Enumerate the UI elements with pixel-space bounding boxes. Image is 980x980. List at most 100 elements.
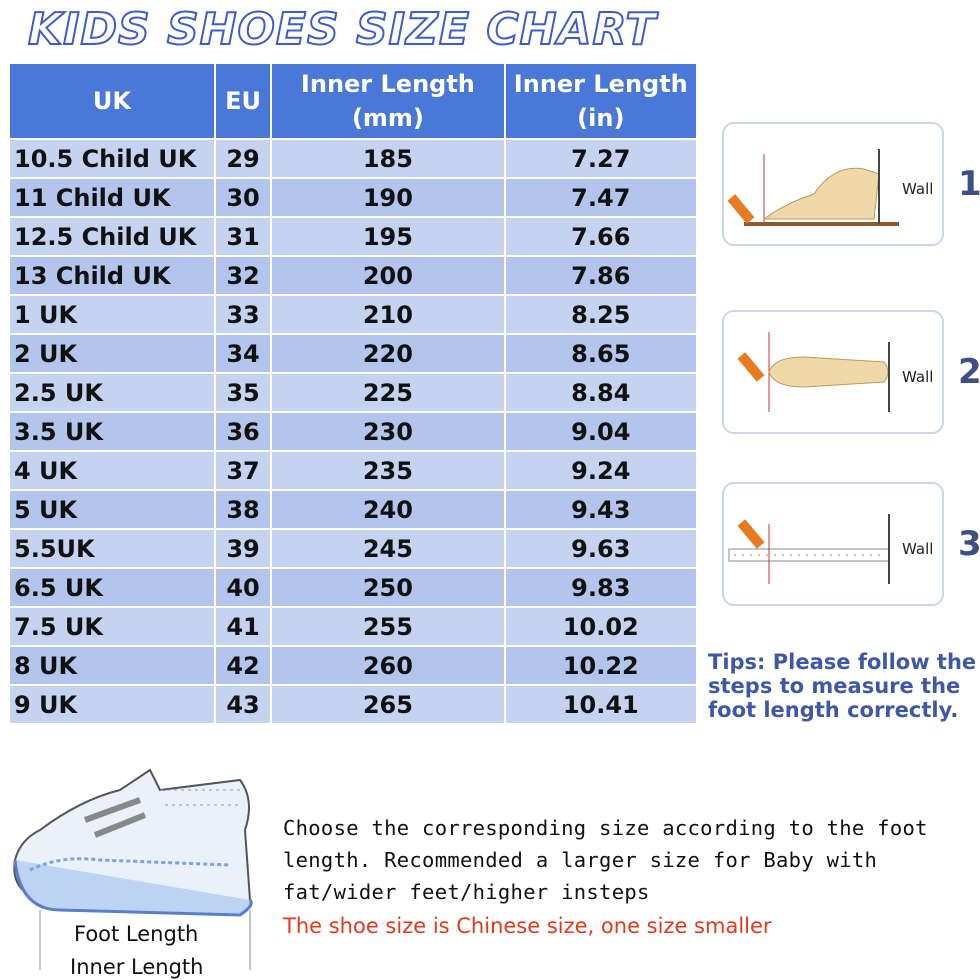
table-row: 2.5 UK 35 225 8.84 (8, 372, 699, 413)
table-cell: 9.83 (503, 567, 699, 608)
table-cell: 7.86 (503, 255, 699, 296)
table-cell: 230 (270, 411, 506, 452)
table-cell: 195 (270, 216, 506, 257)
table-cell: 185 (270, 138, 506, 179)
table-cell: 5.5UK (8, 528, 216, 569)
table-cell: 8 UK (8, 645, 216, 686)
size-table: UK EU Inner Length (mm) Inner Length (in) 10.5… (8, 62, 699, 725)
table-cell: 43 (213, 684, 273, 725)
step-number: 1 (958, 164, 980, 204)
table-cell: 10.22 (503, 645, 699, 686)
table-cell: 39 (213, 528, 273, 569)
table-cell: 8.65 (503, 333, 699, 374)
table-cell: 4 UK (8, 450, 216, 491)
table-row: 3.5 UK 36 230 9.04 (8, 411, 699, 452)
wall-label: Wall (902, 540, 934, 558)
table-cell: 235 (270, 450, 506, 491)
table-row: 8 UK 42 260 10.22 (8, 645, 699, 686)
table-row: 2 UK 34 220 8.65 (8, 333, 699, 374)
table-cell: 29 (213, 138, 273, 179)
header-cell: UK (8, 62, 216, 140)
table-row: 6.5 UK 40 250 9.83 (8, 567, 699, 608)
table-cell: 9.63 (503, 528, 699, 569)
header-text: (mm) (351, 104, 424, 132)
header-cell: EU (213, 62, 273, 140)
table-cell: 10.02 (503, 606, 699, 647)
table-cell: 35 (213, 372, 273, 413)
table-cell: 9 UK (8, 684, 216, 725)
table-row: 5 UK 38 240 9.43 (8, 489, 699, 530)
shoe-label: Inner Length (70, 955, 204, 979)
header-text: Inner Length (513, 70, 688, 98)
table-cell: 265 (270, 684, 506, 725)
table-row: 7.5 UK 41 255 10.02 (8, 606, 699, 647)
table-cell: 220 (270, 333, 506, 374)
table-row: 10.5 Child UK 29 185 7.27 (8, 138, 699, 179)
table-cell: 12.5 Child UK (8, 216, 216, 257)
table-cell: 225 (270, 372, 506, 413)
header-row: UK EU Inner Length (mm) Inner Length (in) (8, 62, 699, 140)
table-cell: 10.5 Child UK (8, 138, 216, 179)
description-line: fat/wider feet/higher insteps (283, 880, 650, 904)
step-drawing (737, 332, 890, 412)
table-cell: 32 (213, 255, 273, 296)
tips-line: steps to measure the (708, 674, 961, 698)
table-cell: 7.27 (503, 138, 699, 179)
table-cell: 8.25 (503, 294, 699, 335)
table-cell: 41 (213, 606, 273, 647)
step-image: Wall (722, 310, 944, 434)
table-cell: 10.41 (503, 684, 699, 725)
table-cell: 13 Child UK (8, 255, 216, 296)
step-drawing (728, 514, 890, 584)
header-cell: Inner Length (mm) (270, 62, 506, 140)
step-number: 3 (958, 524, 980, 564)
table-cell: 37 (213, 450, 273, 491)
table-cell: 250 (270, 567, 506, 608)
table-row: 11 Child UK 30 190 7.47 (8, 177, 699, 218)
table-cell: 6.5 UK (8, 567, 216, 608)
title: KIDS SHOES SIZE CHART (27, 3, 657, 56)
table-cell: 11 Child UK (8, 177, 216, 218)
header-text: Inner Length (300, 70, 475, 98)
table-cell: 36 (213, 411, 273, 452)
table-row: 9 UK 43 265 10.41 (8, 684, 699, 725)
table-row: 5.5UK 39 245 9.63 (8, 528, 699, 569)
table-cell: 245 (270, 528, 506, 569)
table-cell: 38 (213, 489, 273, 530)
table-cell: 31 (213, 216, 273, 257)
table-cell: 9.24 (503, 450, 699, 491)
wall-label: Wall (902, 368, 934, 386)
table-cell: 240 (270, 489, 506, 530)
table-cell: 3.5 UK (8, 411, 216, 452)
step-image: Wall (722, 122, 944, 246)
table-row: 4 UK 37 235 9.24 (8, 450, 699, 491)
header-text: UK (92, 87, 131, 115)
table-cell: 34 (213, 333, 273, 374)
description: Choose the corresponding size according … (283, 812, 928, 908)
description-line: length. Recommended a larger size for Ba… (283, 848, 878, 872)
table-cell: 40 (213, 567, 273, 608)
tips-line: foot length correctly. (708, 698, 959, 722)
table-cell: 190 (270, 177, 506, 218)
table-row: 12.5 Child UK 31 195 7.66 (8, 216, 699, 257)
step-image: Wall (722, 482, 944, 606)
table-cell: 2 UK (8, 333, 216, 374)
table-cell: 8.84 (503, 372, 699, 413)
table-row: 1 UK 33 210 8.25 (8, 294, 699, 335)
table-cell: 7.66 (503, 216, 699, 257)
step-drawing (727, 149, 899, 226)
shoe-illustration (13, 768, 253, 970)
table-cell: 30 (213, 177, 273, 218)
tips-line: Tips: Please follow the (708, 650, 977, 674)
step-number: 2 (958, 352, 980, 392)
table-cell: 5 UK (8, 489, 216, 530)
table-cell: 33 (213, 294, 273, 335)
table-cell: 200 (270, 255, 506, 296)
table-cell: 9.04 (503, 411, 699, 452)
table-cell: 7.47 (503, 177, 699, 218)
table-cell: 2.5 UK (8, 372, 216, 413)
table-row: 13 Child UK 32 200 7.86 (8, 255, 699, 296)
header-text: (in) (577, 104, 625, 132)
table-cell: 7.5 UK (8, 606, 216, 647)
